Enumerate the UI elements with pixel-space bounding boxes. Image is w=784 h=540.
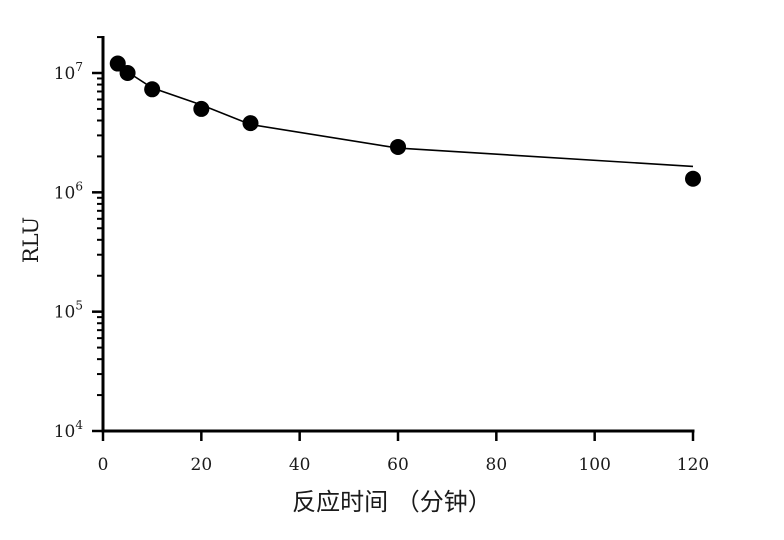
data-point xyxy=(390,138,406,155)
x-tick-label: 40 xyxy=(289,455,311,475)
data-point xyxy=(144,81,161,98)
axes-layer xyxy=(101,36,695,433)
labels-layer: 104 105 106 107 0 20 40 60 80 100 120 xyxy=(54,60,710,475)
x-axis-title: 反应时间 （分钟） xyxy=(292,488,492,516)
y-tick-label: 105 xyxy=(54,299,83,323)
points-layer xyxy=(109,55,701,187)
x-tick-label: 100 xyxy=(578,455,610,475)
y-tick-label: 107 xyxy=(54,60,83,84)
y-tick-label: 106 xyxy=(54,179,83,203)
data-point xyxy=(119,65,136,81)
x-tick-label: 0 xyxy=(98,455,109,475)
x-tick-label: 20 xyxy=(191,455,213,475)
x-tick-label: 60 xyxy=(387,455,409,475)
y-axis-title: RLU xyxy=(19,217,43,263)
data-point xyxy=(685,170,701,187)
x-tick-label: 80 xyxy=(486,455,508,475)
data-point xyxy=(242,115,259,132)
data-point xyxy=(193,100,210,117)
ticks-layer xyxy=(92,36,695,441)
y-tick-label: 104 xyxy=(54,418,84,442)
x-tick-label: 120 xyxy=(677,455,709,475)
